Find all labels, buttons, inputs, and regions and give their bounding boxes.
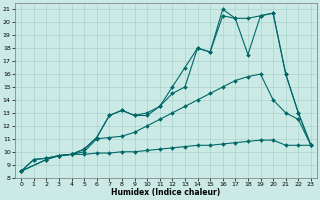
X-axis label: Humidex (Indice chaleur): Humidex (Indice chaleur) (111, 188, 221, 197)
